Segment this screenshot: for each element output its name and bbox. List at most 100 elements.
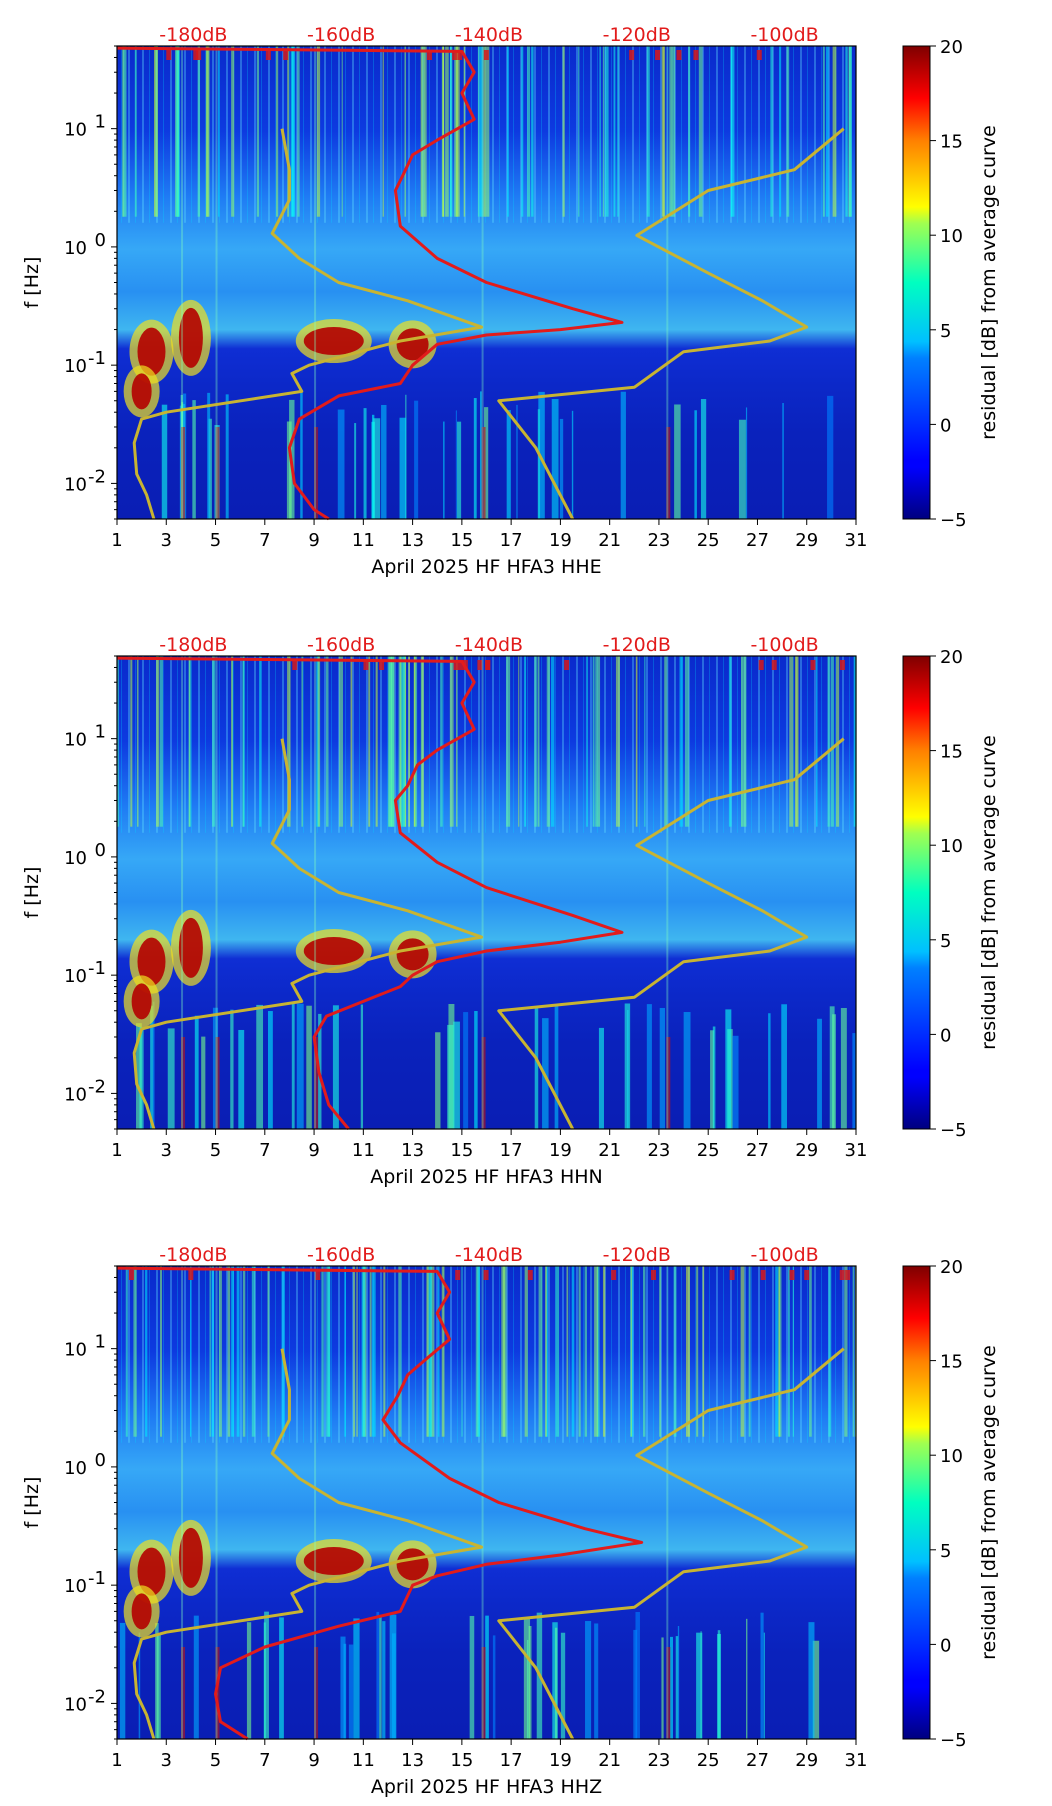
hf-streak (155, 46, 158, 217)
hf-streak (551, 656, 555, 827)
colorbar-tick-label: 20 (940, 1257, 963, 1278)
hf-streak (441, 1266, 445, 1437)
lf-streak (152, 1001, 155, 1129)
hf-hotspot (804, 1270, 810, 1280)
hf-streak (730, 46, 735, 217)
hf-streak (827, 656, 830, 827)
lf-streak (306, 1005, 312, 1129)
x-tick-label: 15 (450, 1750, 473, 1771)
db-scale-label: -100dB (750, 24, 818, 46)
colorbar-tick-label: 10 (940, 226, 963, 247)
hf-streak (702, 1266, 705, 1437)
lf-streak (812, 1640, 820, 1739)
lf-streak (463, 1012, 469, 1129)
y-tick-label: 10 (64, 356, 87, 377)
hf-hotspot (760, 1270, 766, 1280)
hf-streak (630, 1266, 633, 1437)
hf-streak (368, 656, 371, 827)
db-scale-label: -140dB (455, 634, 523, 656)
x-tick-label: 25 (697, 530, 720, 551)
hf-streak (209, 1266, 211, 1437)
hf-streak (671, 46, 676, 217)
event-line (314, 46, 317, 519)
hf-streak (227, 1266, 231, 1437)
hf-streak (537, 656, 540, 827)
hf-streak (586, 656, 588, 827)
y-tick-label: 10 (64, 238, 87, 259)
lf-streak (725, 1009, 732, 1129)
colorbar-title: residual [dB] from average curve (978, 125, 1000, 440)
microseism-peak (178, 917, 203, 978)
hf-streak (267, 1266, 270, 1437)
event-line (215, 656, 218, 1129)
lf-streak (455, 410, 457, 519)
x-tick-label: 15 (450, 1140, 473, 1161)
x-tick-label: 3 (161, 1140, 172, 1161)
event-streak (181, 426, 186, 519)
lf-streak (484, 407, 489, 519)
lf-streak (246, 1622, 252, 1739)
spectrogram-texture (117, 656, 856, 833)
spectrogram-texture (117, 1266, 856, 1443)
hf-hotspot (128, 1270, 134, 1280)
hf-streak (571, 1266, 575, 1437)
hf-streak (635, 656, 638, 827)
hf-streak (659, 1266, 662, 1437)
hf-hotspot (693, 50, 699, 60)
db-scale-label: -160dB (307, 24, 375, 46)
hf-streak (485, 46, 490, 217)
hf-streak (217, 46, 220, 217)
lf-streak (192, 400, 196, 519)
hf-streak (177, 46, 179, 217)
hf-streak (461, 1266, 463, 1437)
hf-hotspot (845, 1270, 851, 1280)
x-tick-label: 17 (500, 1140, 523, 1161)
hf-streak (156, 656, 160, 827)
y-tick-exponent: -1 (88, 958, 106, 979)
hf-streak (398, 1266, 402, 1437)
lf-streak (138, 1632, 141, 1739)
hf-streak (531, 46, 534, 217)
lf-streak (469, 1615, 475, 1739)
hf-streak (483, 46, 486, 217)
lf-streak (559, 418, 564, 519)
lf-streak (332, 1005, 339, 1129)
hf-streak (301, 656, 303, 827)
lf-streak (473, 398, 477, 519)
hf-hotspot (458, 660, 464, 670)
colorbar-tick-label: 0 (940, 415, 951, 436)
lf-streak (817, 1018, 822, 1129)
spectrogram-streaks (119, 1266, 857, 1739)
x-axis-title: April 2025 HF HFA3 HHE (371, 556, 601, 578)
y-axis-title: f [Hz] (21, 257, 43, 309)
lf-streak (492, 1635, 496, 1739)
lf-streak (208, 418, 212, 519)
hf-streak (482, 46, 484, 217)
lf-streak (506, 410, 511, 519)
x-tick-label: 7 (259, 530, 270, 551)
hf-streak (779, 1266, 782, 1437)
x-tick-label: 13 (401, 530, 424, 551)
hf-streak (211, 1266, 215, 1437)
x-tick-label: 3 (161, 530, 172, 551)
hf-streak (231, 656, 233, 827)
x-tick-label: 5 (210, 1140, 221, 1161)
hf-streak (398, 656, 403, 827)
y-tick-exponent: 1 (95, 722, 106, 743)
hf-streak (728, 656, 732, 827)
lf-streak (296, 1003, 304, 1129)
event-streak (215, 426, 220, 519)
y-tick-exponent: 1 (95, 112, 106, 133)
x-tick-label: 19 (549, 1750, 572, 1771)
x-tick-label: 11 (352, 1140, 375, 1161)
hf-streak (852, 1266, 855, 1437)
hf-streak (518, 656, 520, 827)
hf-streak (828, 1266, 832, 1437)
hf-hotspot (166, 50, 172, 60)
x-tick-label: 1 (111, 1140, 122, 1161)
event-line (215, 46, 218, 519)
x-tick-label: 7 (259, 1140, 270, 1161)
colorbar-tick-label: 5 (940, 931, 951, 952)
hf-streak (136, 656, 139, 827)
lf-streak (760, 1612, 764, 1739)
